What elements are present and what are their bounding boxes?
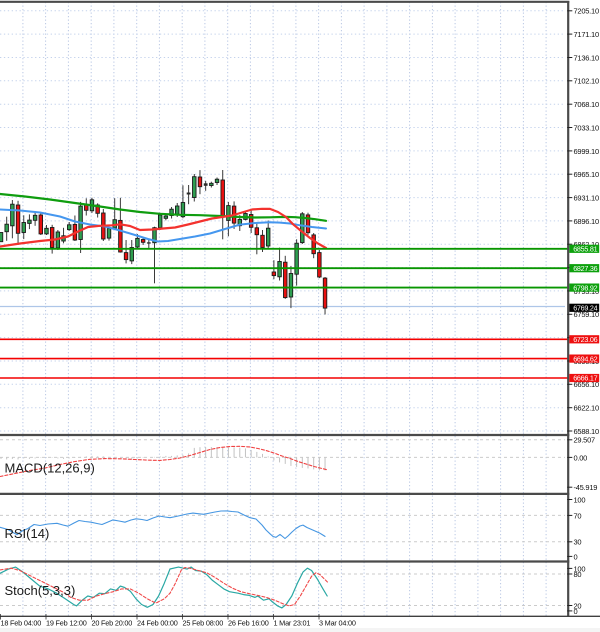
svg-text:24 Feb 00:00: 24 Feb 00:00 bbox=[137, 619, 178, 628]
svg-text:6931.10: 6931.10 bbox=[574, 194, 599, 203]
svg-text:6622.10: 6622.10 bbox=[574, 404, 599, 413]
svg-text:6999.10: 6999.10 bbox=[574, 147, 599, 156]
svg-text:6694.62: 6694.62 bbox=[573, 354, 597, 363]
svg-text:7136.10: 7136.10 bbox=[574, 53, 599, 62]
svg-text:26 Feb 16:00: 26 Feb 16:00 bbox=[228, 619, 269, 628]
svg-text:25 Feb 08:00: 25 Feb 08:00 bbox=[183, 619, 224, 628]
svg-text:100: 100 bbox=[574, 495, 586, 504]
svg-text:20 Feb 20:00: 20 Feb 20:00 bbox=[92, 619, 133, 628]
svg-text:30: 30 bbox=[574, 538, 582, 547]
svg-text:RSI(14): RSI(14) bbox=[5, 526, 50, 541]
svg-text:6759.10: 6759.10 bbox=[574, 310, 599, 319]
svg-text:1 Mar 23:01: 1 Mar 23:01 bbox=[274, 619, 311, 628]
svg-text:18 Feb 04:00: 18 Feb 04:00 bbox=[1, 619, 42, 628]
svg-text:6896.10: 6896.10 bbox=[574, 217, 599, 226]
svg-text:6769.24: 6769.24 bbox=[573, 304, 597, 313]
svg-text:7205.10: 7205.10 bbox=[574, 7, 599, 16]
svg-text:0: 0 bbox=[574, 607, 578, 616]
svg-text:6666.17: 6666.17 bbox=[573, 374, 597, 383]
svg-text:7033.10: 7033.10 bbox=[574, 123, 599, 132]
svg-text:19 Feb 12:00: 19 Feb 12:00 bbox=[46, 619, 87, 628]
svg-text:80: 80 bbox=[574, 570, 582, 579]
svg-text:MACD(12,26,9): MACD(12,26,9) bbox=[5, 461, 95, 476]
svg-text:100: 100 bbox=[574, 564, 586, 573]
svg-text:6723.06: 6723.06 bbox=[573, 335, 597, 344]
svg-text:-45.919: -45.919 bbox=[574, 483, 598, 492]
svg-text:6855.81: 6855.81 bbox=[573, 245, 597, 254]
svg-text:29.507: 29.507 bbox=[574, 436, 596, 445]
svg-text:20: 20 bbox=[574, 601, 582, 610]
svg-text:70: 70 bbox=[574, 511, 582, 520]
svg-text:Stoch(5,3,3): Stoch(5,3,3) bbox=[5, 583, 76, 598]
svg-text:7102.10: 7102.10 bbox=[574, 77, 599, 86]
svg-text:0.00: 0.00 bbox=[574, 453, 588, 462]
svg-text:3 Mar 04:00: 3 Mar 04:00 bbox=[319, 619, 356, 628]
svg-text:0: 0 bbox=[574, 552, 578, 561]
svg-text:7068.10: 7068.10 bbox=[574, 100, 599, 109]
svg-text:6965.10: 6965.10 bbox=[574, 170, 599, 179]
svg-text:7171.10: 7171.10 bbox=[574, 30, 599, 39]
svg-text:6827.36: 6827.36 bbox=[573, 264, 597, 273]
svg-text:6798.92: 6798.92 bbox=[573, 283, 597, 292]
svg-text:6588.10: 6588.10 bbox=[574, 427, 599, 436]
svg-text:6656.10: 6656.10 bbox=[574, 380, 599, 389]
